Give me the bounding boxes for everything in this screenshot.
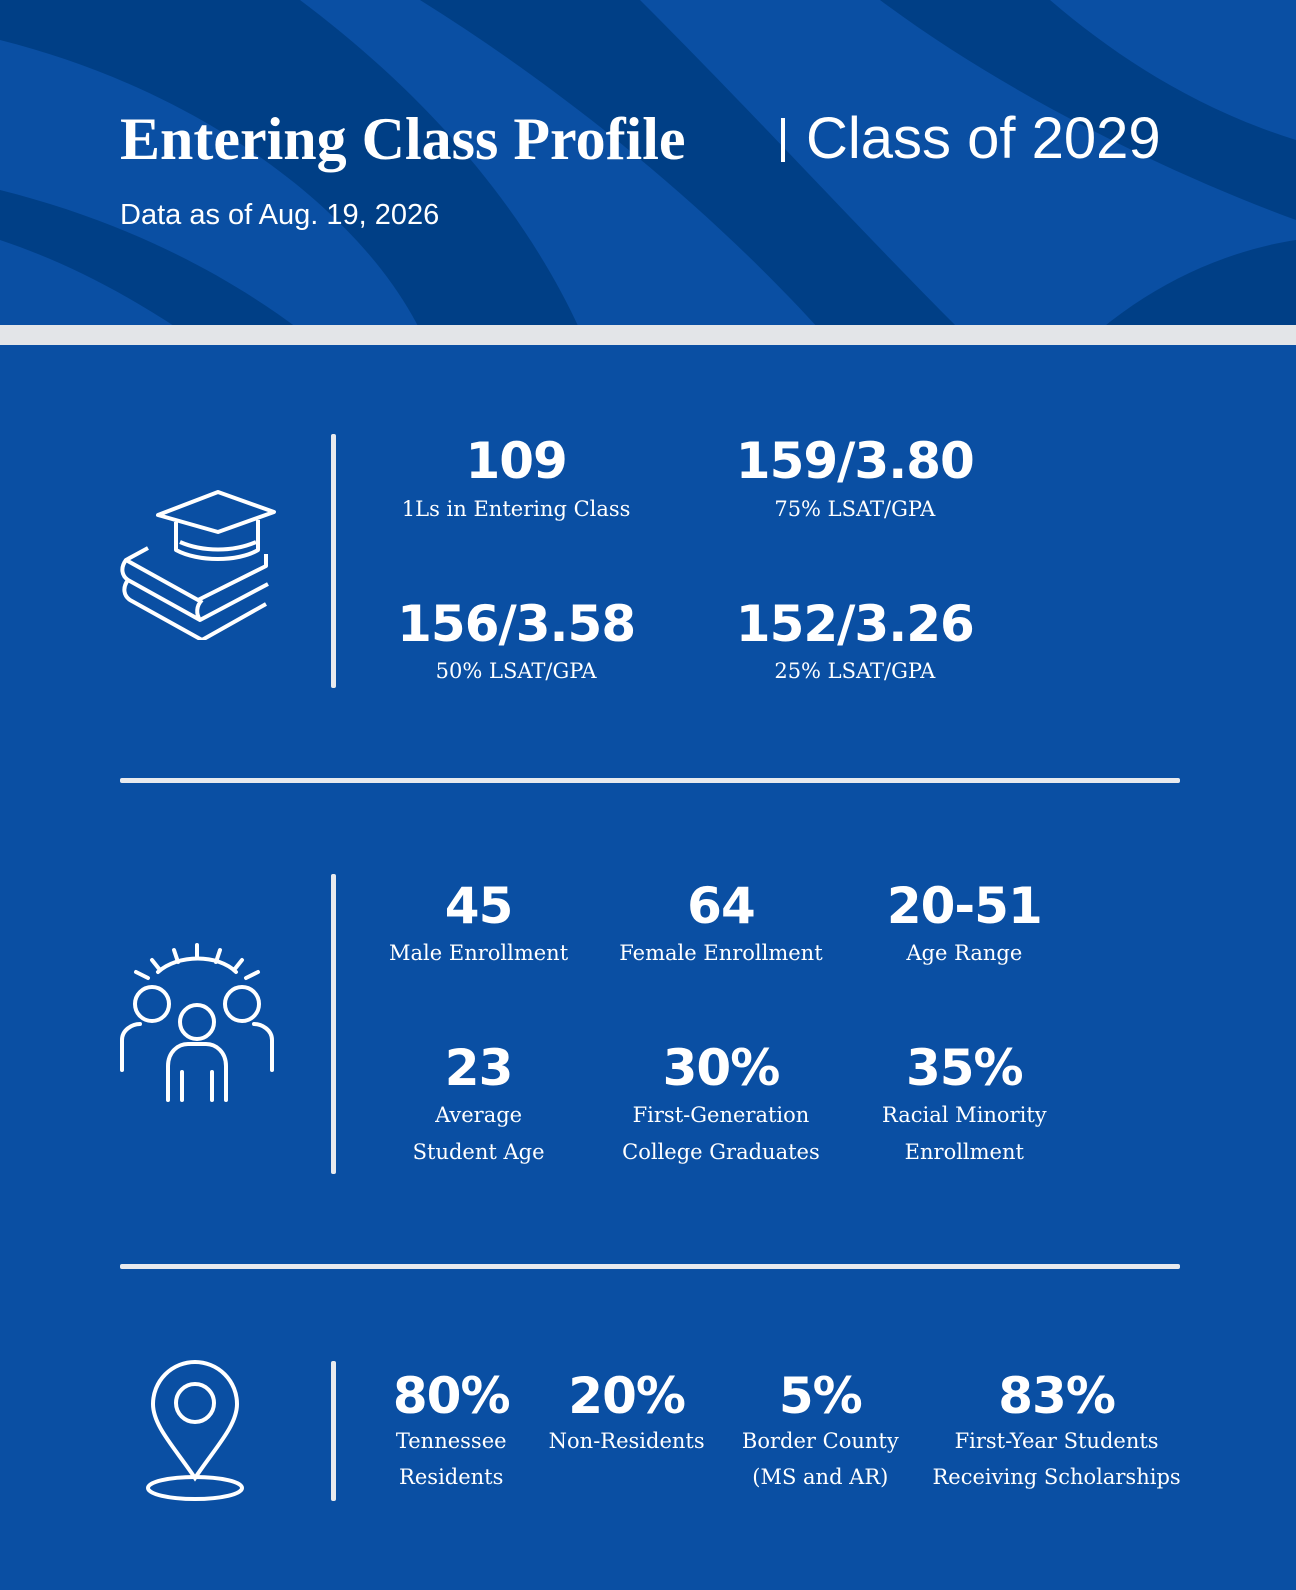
stat-value: 83% <box>998 1367 1116 1426</box>
title-separator <box>781 118 785 162</box>
divider <box>120 778 1180 783</box>
stat-label: 75% LSAT/GPA <box>774 497 936 522</box>
stat-label: 1Ls in Entering Class <box>401 497 631 522</box>
stat-value: 23 <box>444 1038 514 1097</box>
stat-label: Male Enrollment <box>389 941 569 966</box>
stat-label: (MS and AR) <box>752 1465 889 1490</box>
vertical-rule <box>331 874 336 1174</box>
vertical-rule <box>331 1361 336 1501</box>
stat-label: First-Year Students <box>954 1428 1159 1453</box>
stat-value: 80% <box>392 1367 511 1426</box>
books-cap-icon <box>120 490 276 640</box>
stat-value: 64 <box>687 876 756 935</box>
stat-label: College Graduates <box>622 1139 820 1164</box>
people-icon <box>120 943 274 1102</box>
header-background <box>0 0 1296 345</box>
stat-value: 159/3.80 <box>735 432 975 491</box>
stat-label: Non-Residents <box>548 1428 705 1453</box>
stat-value: 152/3.26 <box>735 594 975 653</box>
stat-value: 20% <box>568 1367 686 1426</box>
stat-label: Racial Minority <box>881 1103 1047 1128</box>
stat-label: First-Generation <box>632 1103 810 1128</box>
data-date: Data as of Aug. 19, 2026 <box>120 199 440 231</box>
stat-label: Tennessee <box>395 1428 507 1453</box>
stat-label: Receiving Scholarships <box>932 1465 1181 1490</box>
stat-label: Age Range <box>906 941 1023 966</box>
stat-label: Student Age <box>412 1139 545 1164</box>
stat-label: Female Enrollment <box>619 941 823 966</box>
divider <box>120 1264 1180 1269</box>
stat-label: 50% LSAT/GPA <box>435 659 597 684</box>
stat-label: 25% LSAT/GPA <box>774 659 936 684</box>
vertical-rule <box>331 434 336 688</box>
stat-value: 156/3.58 <box>397 594 636 653</box>
stat-value: 30% <box>662 1038 781 1097</box>
stat-label: Enrollment <box>904 1139 1024 1164</box>
title: Entering Class Profile <box>120 106 686 172</box>
location-icon <box>146 1360 244 1501</box>
stat-value: 45 <box>444 876 514 935</box>
stat-value: 35% <box>905 1038 1024 1097</box>
stat-value: 109 <box>465 432 567 491</box>
stat-value: 20-51 <box>886 876 1043 935</box>
stat-label: Average <box>435 1103 523 1128</box>
stat-value: 5% <box>778 1367 863 1426</box>
stat-label: Border County <box>741 1428 899 1453</box>
subtitle: Class of 2029 <box>806 106 1161 171</box>
stat-label: Residents <box>399 1465 504 1490</box>
